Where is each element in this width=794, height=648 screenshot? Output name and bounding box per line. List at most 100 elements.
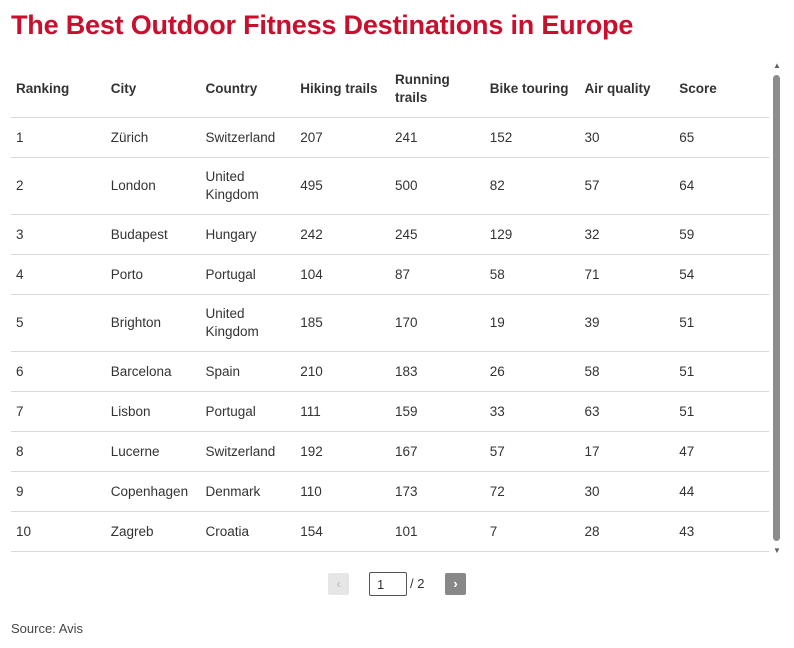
cell-ranking: 8	[11, 431, 106, 472]
cell-bike-touring: 72	[484, 471, 580, 512]
cell-country: Croatia	[200, 511, 296, 552]
cell-hiking-trails: 111	[295, 391, 390, 432]
cell-city: London	[105, 157, 201, 215]
cell-city: Lisbon	[105, 391, 201, 432]
table-row: 7 Lisbon Portugal 111 159 33 63 51	[11, 391, 769, 432]
column-header-hiking-trails[interactable]: Hiking trails	[295, 60, 390, 118]
scrollbar-thumb[interactable]	[773, 75, 780, 541]
cell-hiking-trails: 104	[295, 254, 390, 295]
cell-running-trails: 183	[390, 351, 485, 392]
cell-running-trails: 101	[390, 511, 485, 552]
cell-air-quality: 32	[579, 214, 675, 255]
cell-running-trails: 241	[390, 117, 485, 158]
cell-hiking-trails: 110	[295, 471, 390, 512]
cell-country: Switzerland	[200, 117, 296, 158]
column-header-bike-touring[interactable]: Bike touring	[484, 60, 580, 118]
total-pages-label: / 2	[410, 576, 425, 591]
column-header-ranking[interactable]: Ranking	[11, 60, 106, 118]
cell-air-quality: 71	[579, 254, 675, 295]
cell-city: Porto	[105, 254, 201, 295]
cell-ranking: 6	[11, 351, 106, 392]
cell-ranking: 7	[11, 391, 106, 432]
table-row: 3 Budapest Hungary 242 245 129 32 59	[11, 214, 769, 255]
cell-air-quality: 28	[579, 511, 675, 552]
cell-air-quality: 57	[579, 157, 675, 215]
cell-hiking-trails: 185	[295, 294, 390, 352]
table-row: 6 Barcelona Spain 210 183 26 58 51	[11, 351, 769, 392]
table-row: 9 Copenhagen Denmark 110 173 72 30 44	[11, 471, 769, 512]
column-header-running-trails[interactable]: Running trails	[390, 60, 485, 118]
next-page-button[interactable]: ›	[445, 573, 466, 595]
cell-running-trails: 87	[390, 254, 485, 295]
cell-score: 51	[674, 391, 769, 432]
cell-score: 65	[674, 117, 769, 158]
cell-air-quality: 30	[579, 117, 675, 158]
cell-ranking: 9	[11, 471, 106, 512]
page-title: The Best Outdoor Fitness Destinations in…	[11, 10, 634, 40]
cell-air-quality: 63	[579, 391, 675, 432]
cell-hiking-trails: 210	[295, 351, 390, 392]
table-header-row: Ranking City Country Hiking trails Runni…	[11, 60, 769, 118]
page-number-input[interactable]	[369, 572, 407, 596]
cell-city: Zürich	[105, 117, 201, 158]
cell-bike-touring: 26	[484, 351, 580, 392]
cell-city: Budapest	[105, 214, 201, 255]
table-container[interactable]: Ranking City Country Hiking trails Runni…	[11, 60, 769, 562]
cell-country: Switzerland	[200, 431, 296, 472]
table-row: 8 Lucerne Switzerland 192 167 57 17 47	[11, 431, 769, 472]
cell-country: United Kingdom	[200, 294, 296, 352]
cell-hiking-trails: 207	[295, 117, 390, 158]
cell-score: 64	[674, 157, 769, 215]
cell-ranking: 10	[11, 511, 106, 552]
table-row: 5 Brighton United Kingdom 185 170 19 39 …	[11, 294, 769, 352]
cell-air-quality: 39	[579, 294, 675, 352]
cell-ranking: 1	[11, 117, 106, 158]
cell-running-trails: 500	[390, 157, 485, 215]
column-header-score[interactable]: Score	[674, 60, 769, 118]
cell-hiking-trails: 495	[295, 157, 390, 215]
cell-running-trails: 245	[390, 214, 485, 255]
cell-country: Portugal	[200, 391, 296, 432]
table-row: 2 London United Kingdom 495 500 82 57 64	[11, 157, 769, 215]
cell-running-trails: 167	[390, 431, 485, 472]
pagination: ‹ / 2 ›	[0, 572, 794, 596]
table-row: 4 Porto Portugal 104 87 58 71 54	[11, 254, 769, 295]
cell-score: 54	[674, 254, 769, 295]
cell-bike-touring: 129	[484, 214, 580, 255]
cell-score: 44	[674, 471, 769, 512]
cell-city: Barcelona	[105, 351, 201, 392]
cell-hiking-trails: 192	[295, 431, 390, 472]
table-row: 1 Zürich Switzerland 207 241 152 30 65	[11, 117, 769, 158]
cell-hiking-trails: 242	[295, 214, 390, 255]
cell-bike-touring: 7	[484, 511, 580, 552]
column-header-country[interactable]: Country	[200, 60, 296, 118]
cell-score: 51	[674, 351, 769, 392]
cell-country: Hungary	[200, 214, 296, 255]
column-header-air-quality[interactable]: Air quality	[579, 60, 675, 118]
cell-bike-touring: 58	[484, 254, 580, 295]
cell-city: Copenhagen	[105, 471, 201, 512]
cell-city: Zagreb	[105, 511, 201, 552]
cell-ranking: 4	[11, 254, 106, 295]
cell-city: Brighton	[105, 294, 201, 352]
fitness-destinations-table: Ranking City Country Hiking trails Runni…	[11, 60, 769, 552]
cell-score: 43	[674, 511, 769, 552]
scroll-down-arrow-icon[interactable]: ▼	[773, 546, 781, 555]
previous-page-button[interactable]: ‹	[328, 573, 349, 595]
table-row: 10 Zagreb Croatia 154 101 7 28 43	[11, 511, 769, 552]
cell-country: Spain	[200, 351, 296, 392]
scroll-up-arrow-icon[interactable]: ▲	[773, 61, 781, 70]
cell-bike-touring: 57	[484, 431, 580, 472]
cell-running-trails: 159	[390, 391, 485, 432]
cell-running-trails: 173	[390, 471, 485, 512]
cell-ranking: 3	[11, 214, 106, 255]
cell-score: 59	[674, 214, 769, 255]
cell-bike-touring: 19	[484, 294, 580, 352]
cell-ranking: 5	[11, 294, 106, 352]
column-header-city[interactable]: City	[105, 60, 201, 118]
cell-score: 51	[674, 294, 769, 352]
source-note: Source: Avis	[11, 621, 84, 636]
cell-air-quality: 17	[579, 431, 675, 472]
cell-country: Denmark	[200, 471, 296, 512]
cell-ranking: 2	[11, 157, 106, 215]
